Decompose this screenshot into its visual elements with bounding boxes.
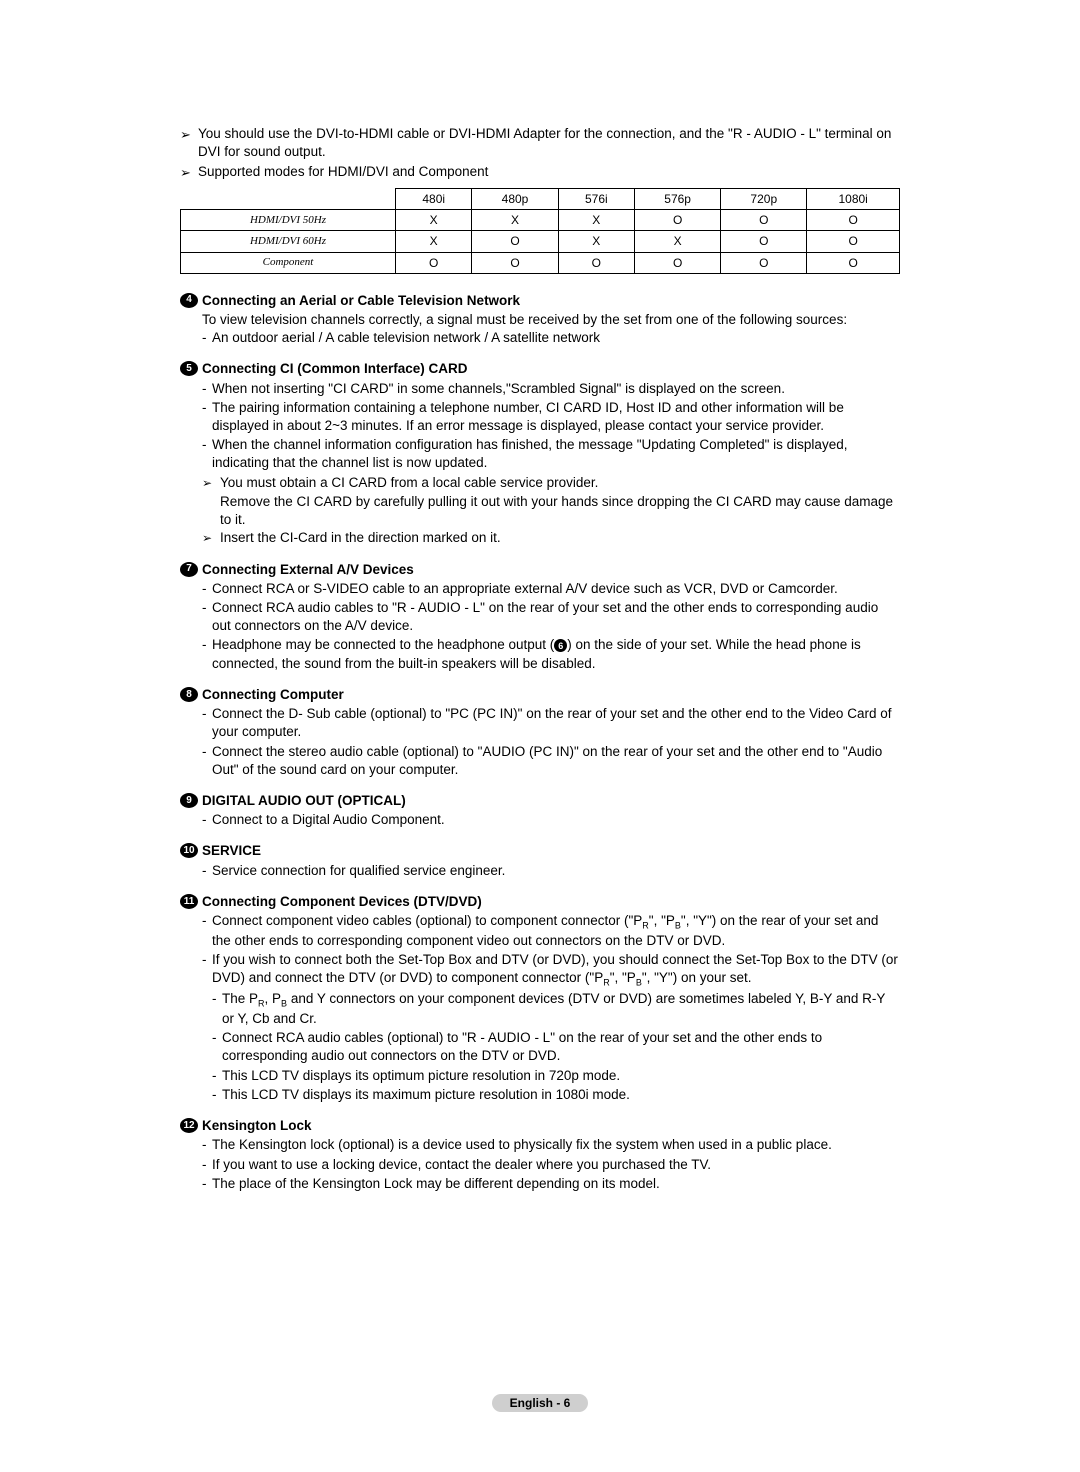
table-cell: O <box>635 210 721 231</box>
note-supported-modes: ➢ Supported modes for HDMI/DVI and Compo… <box>180 163 900 182</box>
table-cell: O <box>721 252 807 273</box>
bullet-text: When not inserting "CI CARD" in some cha… <box>212 380 900 398</box>
note-dvi-hdmi: ➢ You should use the DVI-to-HDMI cable o… <box>180 125 900 161</box>
section-service: 10 SERVICE -Service connection for quali… <box>180 842 900 880</box>
section-number-icon: 9 <box>180 793 198 808</box>
section-computer: 8 Connecting Computer -Connect the D- Su… <box>180 686 900 780</box>
arrow-icon: ➢ <box>202 474 220 491</box>
section-intro: To view television channels correctly, a… <box>202 311 900 329</box>
table-row: HDMI/DVI 50Hz X X X O O O <box>181 210 900 231</box>
section-number-icon: 4 <box>180 293 198 308</box>
table-cell: X <box>558 210 634 231</box>
table-cell: 1080i <box>807 188 900 209</box>
arrow-icon: ➢ <box>202 529 220 546</box>
table-cell: O <box>807 231 900 252</box>
table-cell: O <box>635 252 721 273</box>
section-title: Kensington Lock <box>202 1117 900 1135</box>
arrow-text: Insert the CI-Card in the direction mark… <box>220 529 900 547</box>
table-cell: 480i <box>395 188 471 209</box>
bullet-text: If you wish to connect both the Set-Top … <box>212 951 900 989</box>
table-cell: X <box>395 210 471 231</box>
section-title: Connecting Component Devices (DTV/DVD) <box>202 893 900 911</box>
section-external-av: 7 Connecting External A/V Devices -Conne… <box>180 561 900 674</box>
section-title: Connecting Computer <box>202 686 900 704</box>
subbullet-text: The PR, PB and Y connectors on your comp… <box>222 990 900 1028</box>
bullet-text: Connect component video cables (optional… <box>212 912 900 950</box>
table-cell: Component <box>181 252 396 273</box>
table-cell: X <box>558 231 634 252</box>
section-number-icon: 7 <box>180 562 198 577</box>
table-cell: O <box>472 252 558 273</box>
bullet-text: Connect RCA or S-VIDEO cable to an appro… <box>212 580 900 598</box>
subbullet-text: This LCD TV displays its optimum picture… <box>222 1067 900 1085</box>
section-title: SERVICE <box>202 842 900 860</box>
note-text: You should use the DVI-to-HDMI cable or … <box>198 125 900 161</box>
bullet-text: Connect RCA audio cables to "R - AUDIO -… <box>212 599 900 635</box>
bullet-text: Connect the D- Sub cable (optional) to "… <box>212 705 900 741</box>
bullet-text: Connect the stereo audio cable (optional… <box>212 743 900 779</box>
bullet-text: The Kensington lock (optional) is a devi… <box>212 1136 900 1154</box>
bullet-text: Service connection for qualified service… <box>212 862 900 880</box>
bullet-text: The place of the Kensington Lock may be … <box>212 1175 900 1193</box>
table-cell <box>181 188 396 209</box>
section-title: DIGITAL AUDIO OUT (OPTICAL) <box>202 792 900 810</box>
section-ci-card: 5 Connecting CI (Common Interface) CARD … <box>180 360 900 548</box>
bullet-text: When the channel information configurati… <box>212 436 900 472</box>
bullet-text: Connect to a Digital Audio Component. <box>212 811 900 829</box>
modes-table: 480i 480p 576i 576p 720p 1080i HDMI/DVI … <box>180 188 900 274</box>
table-cell: O <box>721 231 807 252</box>
bullet-text: The pairing information containing a tel… <box>212 399 900 435</box>
table-cell: O <box>807 210 900 231</box>
bullet-text: An outdoor aerial / A cable television n… <box>212 329 900 347</box>
table-cell: X <box>635 231 721 252</box>
arrow-icon: ➢ <box>180 125 198 144</box>
section-number-icon: 5 <box>180 361 198 376</box>
table-row: Component O O O O O O <box>181 252 900 273</box>
table-cell: O <box>395 252 471 273</box>
section-title: Connecting CI (Common Interface) CARD <box>202 360 900 378</box>
subbullet-text: Connect RCA audio cables (optional) to "… <box>222 1029 900 1065</box>
table-header-row: 480i 480p 576i 576p 720p 1080i <box>181 188 900 209</box>
page-footer: English - 6 <box>0 1394 1080 1412</box>
section-title: Connecting an Aerial or Cable Television… <box>202 292 900 310</box>
section-number-icon: 12 <box>180 1118 198 1133</box>
table-cell: X <box>395 231 471 252</box>
page-number: English - 6 <box>492 1394 589 1412</box>
table-cell: X <box>472 210 558 231</box>
section-number-icon: 11 <box>180 894 198 909</box>
section-number-icon: 10 <box>180 843 198 858</box>
table-cell: O <box>807 252 900 273</box>
table-cell: 576i <box>558 188 634 209</box>
table-cell: O <box>472 231 558 252</box>
table-cell: O <box>558 252 634 273</box>
bullet-text: If you want to use a locking device, con… <box>212 1156 900 1174</box>
section-kensington-lock: 12 Kensington Lock -The Kensington lock … <box>180 1117 900 1194</box>
subbullet-text: This LCD TV displays its maximum picture… <box>222 1086 900 1104</box>
section-digital-audio: 9 DIGITAL AUDIO OUT (OPTICAL) -Connect t… <box>180 792 900 830</box>
arrow-icon: ➢ <box>180 163 198 182</box>
document-page: ➢ You should use the DVI-to-HDMI cable o… <box>0 0 1080 1266</box>
section-component-devices: 11 Connecting Component Devices (DTV/DVD… <box>180 893 900 1105</box>
table-cell: 576p <box>635 188 721 209</box>
headphone-ref-icon: 6 <box>554 639 567 652</box>
arrow-text: Remove the CI CARD by carefully pulling … <box>202 493 900 529</box>
table-cell: 720p <box>721 188 807 209</box>
arrow-text: You must obtain a CI CARD from a local c… <box>220 474 900 492</box>
table-cell: O <box>721 210 807 231</box>
section-title: Connecting External A/V Devices <box>202 561 900 579</box>
table-row: HDMI/DVI 60Hz X O X X O O <box>181 231 900 252</box>
section-aerial-cable: 4 Connecting an Aerial or Cable Televisi… <box>180 292 900 349</box>
table-cell: HDMI/DVI 50Hz <box>181 210 396 231</box>
table-cell: HDMI/DVI 60Hz <box>181 231 396 252</box>
section-number-icon: 8 <box>180 687 198 702</box>
table-cell: 480p <box>472 188 558 209</box>
note-text: Supported modes for HDMI/DVI and Compone… <box>198 163 900 181</box>
bullet-text: Headphone may be connected to the headph… <box>212 636 900 672</box>
